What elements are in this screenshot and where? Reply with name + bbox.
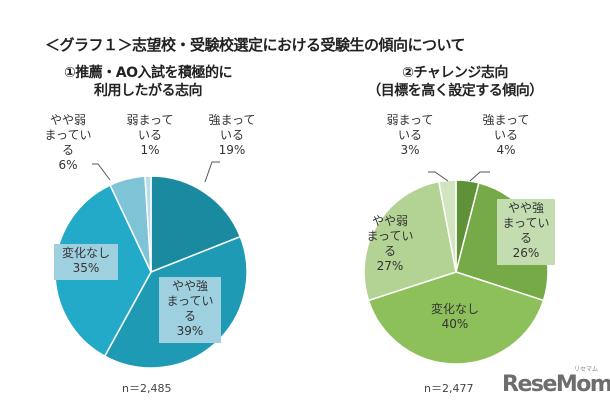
pie-1-slice-5 (144, 175, 152, 273)
pie-1-slice-1 (150, 175, 242, 274)
pie-1-value-4: 6% (58, 158, 77, 172)
pie-1-category-3: 変化なし (62, 245, 110, 260)
pie-1-category-2: やや強 (172, 279, 208, 293)
pie-1-category-1: いる (220, 128, 244, 142)
pie-1-title-line-2: 利用したがる志向 (94, 83, 203, 99)
pie-2-title: ②チャレンジ志向 （目標を高く設定する傾向） (350, 64, 560, 100)
pie-2-value-2: 26% (513, 246, 540, 260)
pie-1-title-line-1: ①推薦・AO入試を積極的に (63, 65, 233, 81)
pie-1-category-4: やや弱 (50, 113, 86, 127)
pie-2-sample-size: n＝2,477 (424, 382, 474, 395)
pie-1-sample-size: n＝2,485 (122, 382, 172, 395)
pie-2-category-1: 強まって (483, 113, 530, 127)
pie-1-value-1: 19% (219, 143, 246, 157)
pie-2-title-line-2: （目標を高く設定する傾向） (367, 83, 543, 99)
pie-1-label-box-3 (54, 244, 118, 280)
pie-2-value-5: 3% (400, 143, 419, 157)
pie-2-slice-3 (367, 271, 545, 365)
pie-1-category-1: 強まって (209, 113, 256, 127)
pie-2-category-1: いる (494, 128, 518, 142)
pie-1-label-box-2 (159, 277, 221, 343)
pie-1-category-5: 弱まって (127, 113, 174, 127)
pie-1-category-4: る (62, 143, 74, 157)
pie-1-category-4: まってい (45, 128, 92, 142)
pie-1-category-5: いる (138, 128, 162, 142)
pie-2-value-3: 40% (442, 317, 469, 331)
pie-2-slice-4 (363, 180, 457, 302)
pie-2-value-1: 4% (496, 143, 515, 157)
pie-2-label-box-2 (497, 199, 555, 265)
pie-2-category-2: る (520, 231, 532, 245)
pie-1-leader-line-4 (92, 163, 111, 181)
pie-2-category-2: やや強 (508, 201, 544, 215)
pie-2-value-4: 27% (377, 259, 404, 273)
pie-2-category-3: 変化なし (431, 301, 479, 316)
pie-2-category-4: る (384, 244, 396, 258)
pie-2-leader-line-1 (469, 171, 490, 182)
pie-1-value-2: 39% (177, 324, 204, 338)
chart-title: ＜グラフ１＞志望校・受験校選定における受験生の傾向について (45, 36, 466, 54)
resemom-logo: ReseMom (502, 372, 610, 397)
pie-1-category-2: る (184, 309, 196, 323)
pie-2-category-5: 弱まって (387, 113, 434, 127)
pie-1-leader-line-1 (204, 161, 220, 183)
pie-1-value-5: 1% (140, 143, 159, 157)
resemom-logo-kana: リセマム (574, 366, 599, 373)
pie-2-category-4: まってい (367, 229, 414, 243)
pie-1-category-2: まってい (167, 294, 214, 308)
pie-2-title-line-1: ②チャレンジ志向 (402, 65, 508, 81)
pie-2-category-4: やや弱 (372, 214, 408, 228)
pie-2-category-2: まってい (503, 216, 550, 230)
pie-1-title: ①推薦・AO入試を積極的に 利用したがる志向 (48, 64, 248, 100)
pie-1-value-3: 35% (73, 261, 100, 275)
pie-2-leader-line-5 (428, 171, 449, 182)
pie-2-category-5: いる (398, 128, 422, 142)
